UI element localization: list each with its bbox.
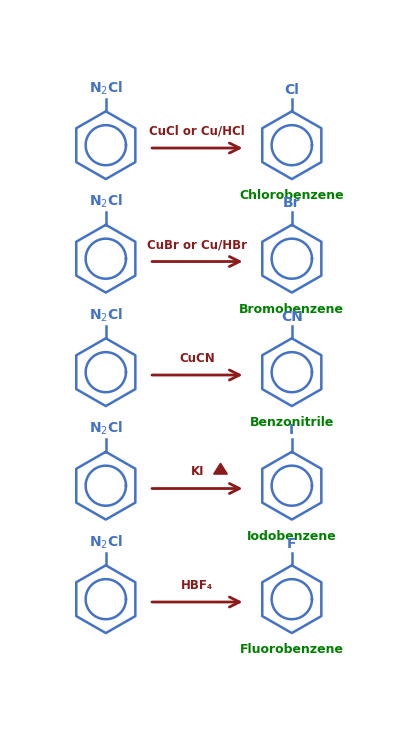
- Text: Br: Br: [283, 196, 300, 210]
- Text: N$_2$Cl: N$_2$Cl: [89, 419, 123, 437]
- Text: Fluorobenzene: Fluorobenzene: [240, 643, 344, 656]
- Text: CN: CN: [281, 310, 303, 324]
- Text: N$_2$Cl: N$_2$Cl: [89, 192, 123, 210]
- Text: N$_2$Cl: N$_2$Cl: [89, 533, 123, 551]
- Text: KI: KI: [190, 465, 204, 478]
- Text: I: I: [289, 423, 294, 437]
- Text: Iodobenzene: Iodobenzene: [247, 530, 337, 542]
- Text: CuCl or Cu/HCl: CuCl or Cu/HCl: [149, 125, 245, 138]
- Text: CuBr or Cu/HBr: CuBr or Cu/HBr: [147, 238, 247, 251]
- Text: Cl: Cl: [284, 83, 299, 97]
- Text: HBF₄: HBF₄: [181, 579, 213, 592]
- Text: Bromobenzene: Bromobenzene: [239, 303, 344, 315]
- Text: CuCN: CuCN: [179, 352, 215, 365]
- Text: Chlorobenzene: Chlorobenzene: [240, 189, 344, 202]
- Text: N$_2$Cl: N$_2$Cl: [89, 79, 123, 97]
- Text: Benzonitrile: Benzonitrile: [250, 416, 334, 429]
- Text: F: F: [287, 537, 296, 551]
- Polygon shape: [214, 464, 227, 474]
- Text: N$_2$Cl: N$_2$Cl: [89, 306, 123, 324]
